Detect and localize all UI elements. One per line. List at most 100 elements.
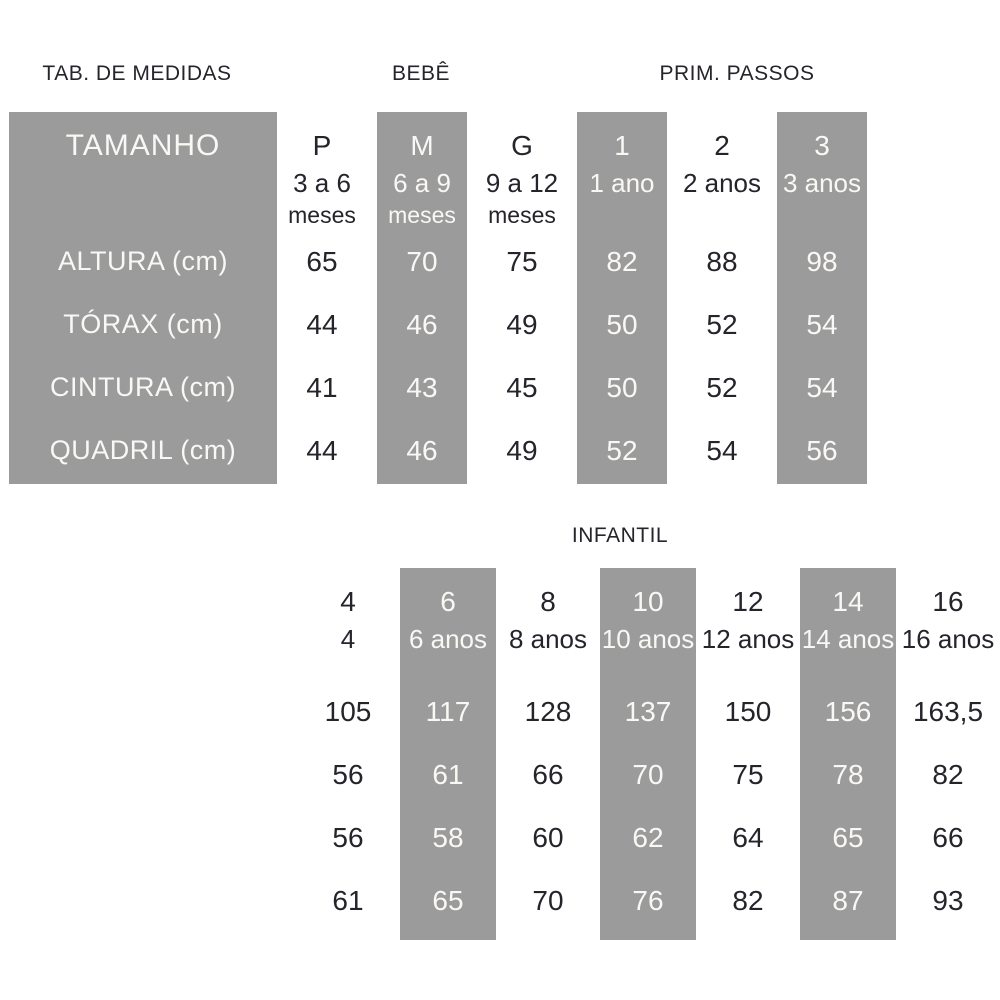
measure-label-box: TAMANHO ALTURA (cm) TÓRAX (cm) CINTURA (… [9, 112, 277, 484]
quadril-value: 52 [606, 434, 638, 466]
torax-value: 50 [606, 308, 638, 340]
size-cell: 1 [614, 130, 630, 161]
size-cell: 4 [340, 586, 356, 617]
age-unit-cell: meses [288, 202, 356, 228]
infantil-column-12: 12 12 anos 150 75 64 82 [700, 568, 796, 940]
baby-column-3: 3 3 anos 98 54 54 56 [777, 112, 867, 484]
infantil-table: 4 4 105 56 56 61 6 6 anos 117 61 58 65 8… [300, 568, 996, 940]
quadril-value: 56 [806, 434, 838, 466]
torax-value: 56 [332, 758, 364, 790]
age-unit-cell: meses [388, 202, 456, 228]
altura-value: 98 [806, 245, 838, 277]
size-cell: P [312, 130, 332, 161]
torax-value: 44 [306, 308, 338, 340]
altura-value: 137 [624, 695, 672, 727]
cintura-value: 64 [732, 821, 764, 853]
infantil-column-16: 16 16 anos 163,5 82 66 93 [900, 568, 996, 940]
age-range-cell: 3 anos [782, 168, 862, 198]
cintura-value: 62 [632, 821, 664, 853]
size-cell: 14 [832, 586, 864, 617]
torax-value: 46 [406, 308, 438, 340]
altura-value: 163,5 [912, 695, 984, 727]
altura-value: 156 [824, 695, 872, 727]
baby-column-p: P 3 a 6 meses 65 44 41 44 [277, 112, 367, 484]
baby-column-g: G 9 a 12 meses 75 49 45 49 [477, 112, 567, 484]
age-cell: 12 anos [701, 624, 795, 654]
age-cell: 6 anos [408, 624, 488, 654]
age-range-cell: 2 anos [682, 168, 762, 198]
cintura-value: 54 [806, 371, 838, 403]
age-range-cell: 9 a 12 [485, 168, 559, 198]
age-cell: 16 anos [901, 624, 995, 654]
size-cell: 12 [732, 586, 764, 617]
torax-value: 49 [506, 308, 538, 340]
quadril-value: 70 [532, 884, 564, 916]
measure-title: TAMANHO [65, 129, 221, 162]
quadril-value: 44 [306, 434, 338, 466]
baby-table: P 3 a 6 meses 65 44 41 44 M 6 a 9 meses … [277, 112, 867, 484]
quadril-value: 49 [506, 434, 538, 466]
altura-value: 105 [324, 695, 372, 727]
cintura-value: 58 [432, 821, 464, 853]
size-cell: 16 [932, 586, 964, 617]
altura-value: 88 [706, 245, 738, 277]
quadril-value: 87 [832, 884, 864, 916]
quadril-value: 82 [732, 884, 764, 916]
header-infantil: INFANTIL [571, 524, 669, 547]
infantil-column-6: 6 6 anos 117 61 58 65 [400, 568, 496, 940]
size-cell: 10 [632, 586, 664, 617]
header-bebe: BEBÊ [391, 62, 451, 85]
altura-value: 117 [425, 695, 471, 727]
torax-value: 66 [532, 758, 564, 790]
cintura-value: 45 [506, 371, 538, 403]
torax-value: 70 [632, 758, 664, 790]
infantil-column-4: 4 4 105 56 56 61 [300, 568, 396, 940]
header-tab-de-medidas: TAB. DE MEDIDAS [42, 62, 232, 85]
quadril-value: 65 [432, 884, 464, 916]
infantil-column-10: 10 10 anos 137 70 62 76 [600, 568, 696, 940]
torax-value: 82 [932, 758, 964, 790]
size-cell: G [511, 130, 533, 161]
altura-value: 128 [524, 695, 572, 727]
quadril-value: 46 [406, 434, 438, 466]
row-label-altura: ALTURA (cm) [57, 246, 228, 276]
altura-value: 65 [306, 245, 338, 277]
cintura-value: 66 [932, 821, 964, 853]
quadril-value: 54 [706, 434, 738, 466]
size-cell: M [410, 130, 434, 161]
cintura-value: 50 [606, 371, 638, 403]
cintura-value: 52 [706, 371, 738, 403]
torax-value: 78 [832, 758, 864, 790]
cintura-value: 43 [406, 371, 438, 403]
quadril-value: 93 [932, 884, 964, 916]
cintura-value: 56 [332, 821, 364, 853]
age-range-cell: 6 a 9 [393, 168, 451, 198]
age-cell: 8 anos [508, 624, 588, 654]
age-cell: 10 anos [601, 624, 695, 654]
age-cell: 14 anos [801, 624, 895, 654]
quadril-value: 61 [332, 884, 364, 916]
quadril-value: 76 [632, 884, 664, 916]
baby-column-2: 2 2 anos 88 52 52 54 [677, 112, 767, 484]
infantil-column-14: 14 14 anos 156 78 65 87 [800, 568, 896, 940]
size-cell: 3 [814, 130, 830, 161]
torax-value: 52 [706, 308, 738, 340]
torax-value: 61 [432, 758, 464, 790]
age-range-cell: 1 ano [589, 168, 655, 198]
row-label-torax: TÓRAX (cm) [63, 309, 223, 339]
age-unit-cell: meses [488, 202, 556, 228]
torax-value: 75 [732, 758, 764, 790]
header-prim-passos: PRIM. PASSOS [659, 62, 815, 85]
cintura-value: 41 [306, 371, 338, 403]
cintura-value: 65 [832, 821, 864, 853]
age-range-cell: 3 a 6 [293, 168, 351, 198]
row-label-cintura: CINTURA (cm) [50, 372, 236, 402]
altura-value: 75 [506, 245, 538, 277]
size-cell: 6 [440, 586, 456, 617]
infantil-column-8: 8 8 anos 128 66 60 70 [500, 568, 596, 940]
baby-column-1: 1 1 ano 82 50 50 52 [577, 112, 667, 484]
altura-value: 82 [606, 245, 638, 277]
row-label-quadril: QUADRIL (cm) [49, 435, 237, 465]
baby-column-m: M 6 a 9 meses 70 46 43 46 [377, 112, 467, 484]
